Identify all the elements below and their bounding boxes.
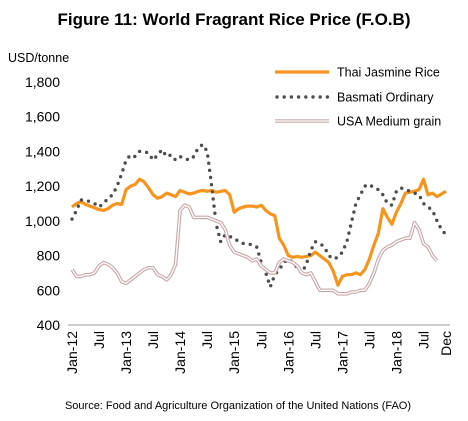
- x-tick-label: Jul: [199, 331, 215, 349]
- x-tick-label: Dec: [438, 331, 454, 356]
- chart-title: Figure 11: World Fragrant Rice Price (F.…: [58, 10, 411, 29]
- x-tick-label: Jul: [91, 331, 107, 349]
- x-tick-label: Jan-18: [388, 331, 404, 374]
- x-tick-label: Jan-14: [172, 331, 188, 374]
- plot-area: 400 600 800 1,000 1,200 1,400 1,600 1,800 Jan-1…: [25, 74, 454, 374]
- y-tick-label: 800: [37, 248, 61, 264]
- x-tick-label: Jul: [253, 331, 269, 349]
- y-axis: 400 600 800 1,000 1,200 1,400 1,600 1,800: [25, 74, 60, 333]
- x-tick-label: Jul: [145, 331, 161, 349]
- y-tick-label: 400: [37, 317, 61, 333]
- x-tick-label: Jan-12: [64, 331, 80, 374]
- y-tick-label: 1,200: [25, 178, 60, 194]
- legend: Thai Jasmine Rice Basmati Ordinary USA Med…: [275, 66, 441, 129]
- x-tick-label: Jan-17: [334, 331, 350, 374]
- y-axis-label: USD/tonne: [8, 51, 69, 65]
- series-usa-medium-grain-line-inner: [71, 204, 438, 295]
- x-tick-label: Jul: [361, 331, 377, 349]
- y-tick-label: 600: [37, 282, 61, 298]
- series-thai-jasmine-rice-line: [71, 177, 447, 287]
- x-tick-label: Jul: [307, 331, 323, 349]
- y-tick-label: 1,000: [25, 213, 60, 229]
- x-tick-label: Jan-15: [226, 331, 242, 374]
- legend-thai-jasmine-rice-label: Thai Jasmine Rice: [337, 66, 440, 80]
- x-tick-label: Jan-16: [280, 331, 296, 374]
- y-tick-label: 1,600: [25, 109, 60, 125]
- x-axis: Jan-12 Jul Jan-13 Jul Jan-14 Jul Jan-15 Jul Jan-…: [64, 331, 454, 374]
- legend-basmati-ordinary-label: Basmati Ordinary: [337, 91, 434, 105]
- series-lines: [70, 142, 448, 296]
- series-basmati-ordinary-line: [70, 142, 448, 292]
- y-tick-label: 1,800: [25, 74, 60, 90]
- source-note: Source: Food and Agriculture Organizatio…: [65, 400, 411, 412]
- legend-usa-medium-grain-label: USA Medium grain: [337, 115, 441, 129]
- x-tick-label: Jul: [415, 331, 431, 349]
- y-tick-label: 1,400: [25, 143, 60, 159]
- x-tick-label: Jan-13: [118, 331, 134, 374]
